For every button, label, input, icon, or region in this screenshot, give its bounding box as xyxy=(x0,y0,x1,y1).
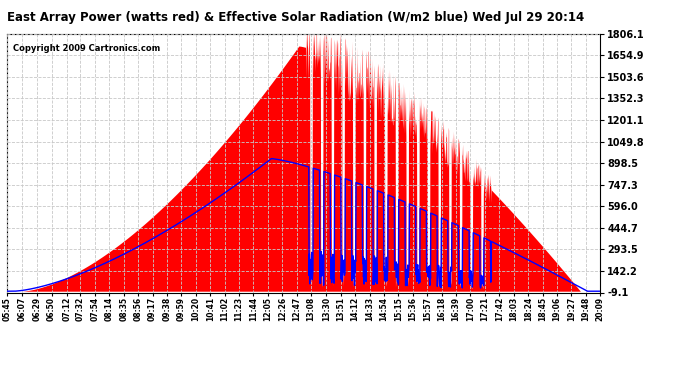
Text: Copyright 2009 Cartronics.com: Copyright 2009 Cartronics.com xyxy=(13,44,160,53)
Text: East Array Power (watts red) & Effective Solar Radiation (W/m2 blue) Wed Jul 29 : East Array Power (watts red) & Effective… xyxy=(7,11,584,24)
